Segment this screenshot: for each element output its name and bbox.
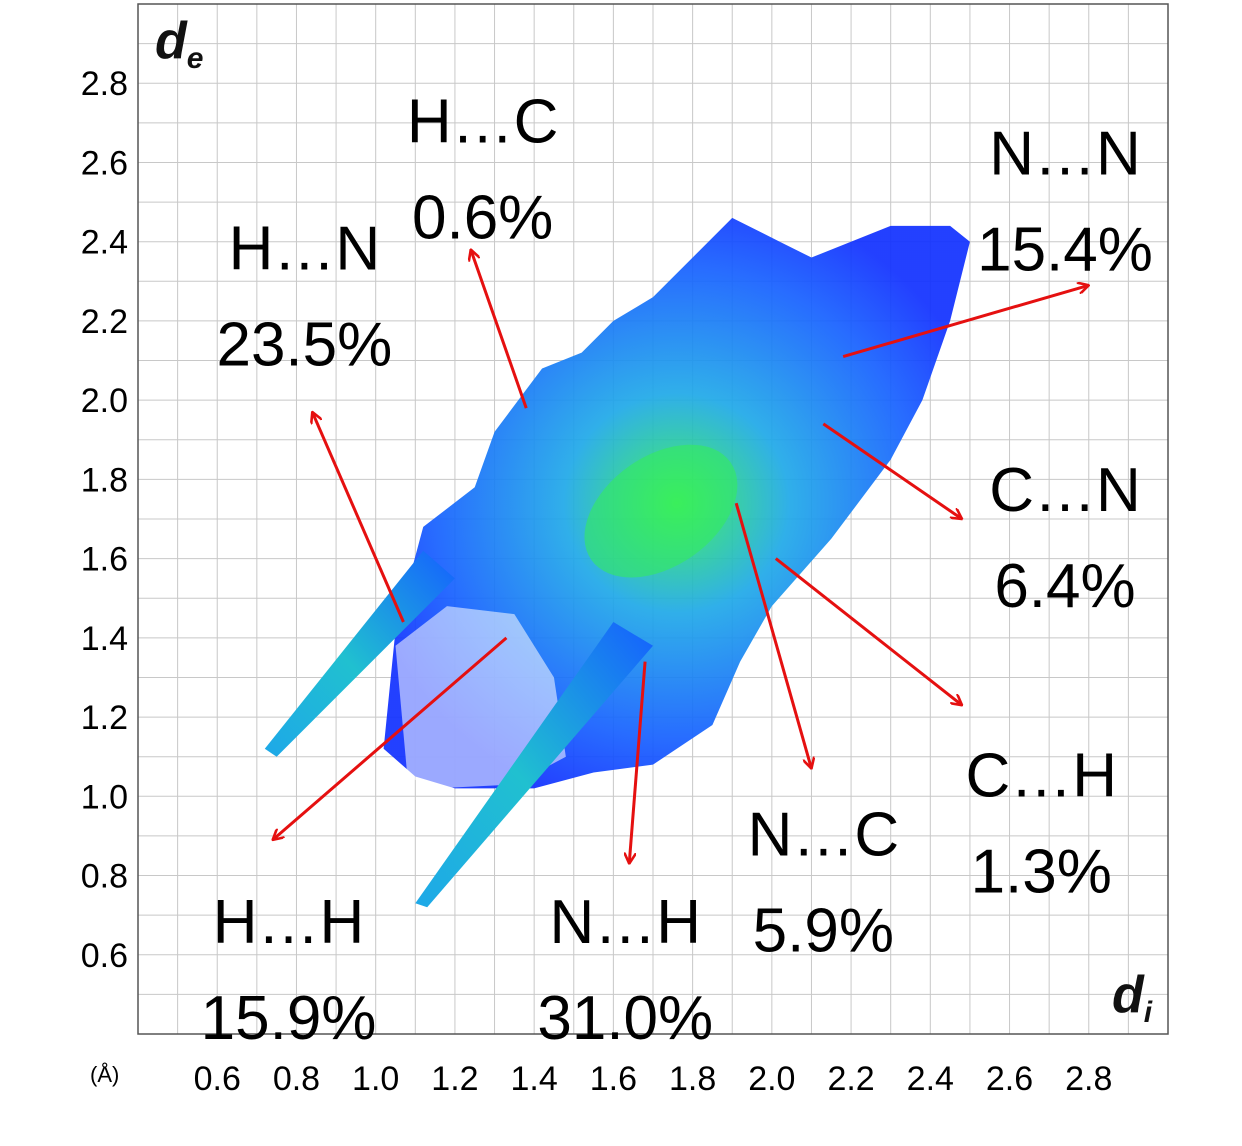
y-tick-label: 2.6 [81, 144, 128, 182]
contact-percent-label: 15.9% [201, 984, 377, 1053]
x-tick-label: 2.4 [907, 1060, 954, 1098]
annotation-arrow [471, 250, 528, 409]
annotation-arrow [273, 636, 508, 840]
annotation-arrow [842, 285, 1089, 359]
y-tick-label: 2.0 [81, 382, 128, 420]
y-tick-label: 0.8 [81, 858, 128, 896]
x-axis-title: di [1112, 966, 1153, 1029]
y-tick-label: 2.4 [81, 224, 128, 262]
contact-percent-label: 31.0% [537, 984, 713, 1053]
y-tick-label: 1.2 [81, 699, 128, 737]
contact-percent-label: 23.5% [216, 310, 392, 379]
annotation-arrow [774, 557, 962, 706]
y-tick-labels: 0.6 0.8 1.0 1.2 1.4 1.6 1.8 2.0 2.2 2.4 2.6 2.8 [81, 65, 128, 975]
x-tick-label: 2.8 [1065, 1060, 1112, 1098]
annotation-labels: H…C 0.6% H…N 23.5% N…N 15.4% C…N 6.4% C…H 1.3% N…C… [201, 88, 1153, 1053]
contact-pair-label: N…N [989, 119, 1141, 188]
x-tick-label: 1.8 [669, 1060, 716, 1098]
contact-pair-label: H…H [213, 888, 365, 957]
annotation-arrow [629, 661, 647, 864]
annotation-arrow [822, 422, 962, 519]
y-tick-label: 0.6 [81, 937, 128, 975]
x-tick-label: 1.6 [590, 1060, 637, 1098]
x-tick-label: 1.4 [511, 1060, 558, 1098]
y-axis-title-main: d [155, 12, 188, 70]
x-tick-label: 1.0 [352, 1060, 399, 1098]
contact-pair-label: N…H [549, 888, 701, 957]
fingerprint-spike-lower [415, 622, 653, 908]
plot-frame [137, 3, 1169, 1035]
annotation-arrow [734, 502, 811, 768]
contact-percent-label: 5.9% [753, 897, 894, 966]
contact-percent-label: 0.6% [412, 184, 553, 253]
fingerprint-sparse-lobe [395, 606, 566, 789]
x-tick-label: 0.6 [194, 1060, 241, 1098]
contact-pair-label: N…C [748, 801, 900, 870]
contact-pair-label: H…N [229, 214, 381, 283]
y-tick-label: 2.2 [81, 303, 128, 341]
svg-text:de: de [155, 12, 203, 75]
annotation-arrows [273, 250, 1089, 864]
y-tick-label: 1.8 [81, 461, 128, 499]
x-axis-title-sub: i [1144, 996, 1153, 1029]
y-tick-label: 1.6 [81, 541, 128, 579]
fingerprint-hot-core [584, 444, 738, 578]
axis-unit-label: (Å) [90, 1062, 119, 1087]
y-tick-label: 1.4 [81, 620, 128, 658]
x-tick-label: 2.6 [986, 1060, 1033, 1098]
fingerprint-cloud [264, 217, 970, 908]
contact-pair-label: H…C [407, 88, 559, 157]
contact-percent-label: 15.4% [977, 215, 1153, 284]
x-tick-label: 1.2 [431, 1060, 478, 1098]
y-axis-title: de [155, 12, 203, 75]
x-tick-label: 2.2 [827, 1060, 874, 1098]
contact-percent-label: 1.3% [971, 837, 1112, 906]
x-tick-label: 2.0 [748, 1060, 795, 1098]
contact-pair-label: C…N [989, 456, 1141, 525]
svg-text:di: di [1112, 966, 1153, 1029]
y-axis-title-sub: e [187, 42, 204, 75]
annotation-arrow [312, 412, 405, 623]
x-tick-labels: 0.6 0.8 1.0 1.2 1.4 1.6 1.8 2.0 2.2 2.4 2.6 2.8 [194, 1060, 1113, 1098]
y-tick-label: 2.8 [81, 65, 128, 103]
contact-pair-label: C…H [965, 741, 1117, 810]
y-tick-label: 1.0 [81, 778, 128, 816]
x-tick-label: 0.8 [273, 1060, 320, 1098]
fingerprint-spike-upper [264, 550, 455, 757]
contact-percent-label: 6.4% [994, 552, 1135, 621]
x-axis-title-main: d [1112, 966, 1145, 1024]
